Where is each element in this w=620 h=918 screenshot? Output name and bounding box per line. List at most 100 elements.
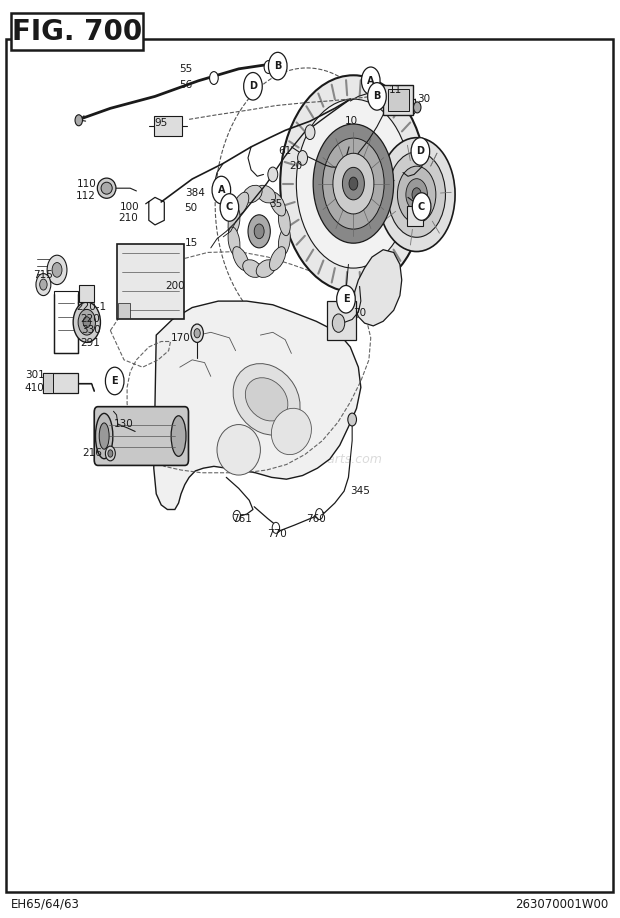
Circle shape	[254, 224, 264, 239]
Text: B: B	[373, 92, 381, 101]
Bar	[383, 85, 413, 115]
Ellipse shape	[272, 409, 311, 454]
Circle shape	[105, 367, 124, 395]
Text: D: D	[249, 82, 257, 91]
Circle shape	[78, 309, 95, 335]
Ellipse shape	[99, 423, 109, 449]
Circle shape	[47, 255, 67, 285]
Circle shape	[340, 290, 352, 307]
Text: 384: 384	[185, 188, 205, 197]
Circle shape	[75, 115, 82, 126]
Bar	[43, 373, 78, 393]
Text: 35: 35	[269, 199, 282, 208]
Circle shape	[52, 263, 62, 277]
Text: A: A	[367, 76, 374, 85]
Bar	[117, 244, 184, 319]
Text: 20: 20	[289, 162, 302, 171]
Text: ReplacementParts.com: ReplacementParts.com	[237, 453, 383, 465]
Circle shape	[397, 166, 436, 223]
Text: E: E	[112, 376, 118, 386]
Text: 291: 291	[81, 339, 100, 348]
Ellipse shape	[232, 192, 249, 216]
Circle shape	[212, 176, 231, 204]
Text: 130: 130	[113, 420, 133, 429]
Ellipse shape	[171, 416, 186, 456]
Circle shape	[36, 274, 51, 296]
Ellipse shape	[217, 424, 260, 476]
Text: EH65/64/63: EH65/64/63	[11, 898, 80, 911]
Circle shape	[313, 124, 394, 243]
Circle shape	[225, 199, 234, 212]
Text: 301: 301	[25, 371, 45, 380]
Text: 760: 760	[306, 514, 326, 523]
Text: 30: 30	[417, 95, 430, 104]
Circle shape	[272, 522, 280, 533]
Circle shape	[412, 193, 431, 220]
Ellipse shape	[228, 227, 240, 255]
Circle shape	[83, 317, 91, 328]
Text: 715: 715	[33, 271, 53, 280]
Text: 345: 345	[350, 487, 370, 496]
Circle shape	[337, 285, 355, 313]
Text: 410: 410	[25, 384, 45, 393]
Bar	[118, 303, 130, 318]
Ellipse shape	[246, 377, 288, 421]
Text: 220-1: 220-1	[76, 302, 107, 311]
Ellipse shape	[228, 207, 240, 236]
Bar	[43, 373, 53, 393]
Ellipse shape	[278, 227, 290, 255]
Ellipse shape	[95, 413, 113, 459]
Text: C: C	[226, 203, 233, 212]
Bar	[79, 285, 94, 302]
Circle shape	[388, 151, 445, 237]
Text: 56: 56	[179, 81, 192, 90]
Text: 330: 330	[81, 326, 100, 335]
Polygon shape	[154, 301, 361, 509]
Circle shape	[365, 74, 376, 91]
FancyBboxPatch shape	[407, 206, 423, 226]
Text: 216: 216	[82, 449, 102, 458]
Ellipse shape	[278, 207, 290, 236]
Ellipse shape	[101, 182, 112, 195]
FancyBboxPatch shape	[327, 301, 356, 340]
Circle shape	[414, 102, 421, 113]
Circle shape	[268, 52, 287, 80]
Circle shape	[316, 509, 323, 520]
Text: 210: 210	[118, 214, 138, 223]
Text: D: D	[417, 147, 424, 156]
Circle shape	[40, 279, 47, 290]
Ellipse shape	[270, 192, 286, 216]
Text: 55: 55	[179, 64, 192, 73]
Circle shape	[296, 99, 410, 268]
Circle shape	[378, 138, 455, 252]
Text: 761: 761	[232, 514, 252, 523]
Circle shape	[411, 138, 430, 165]
Ellipse shape	[232, 247, 249, 271]
Text: 200: 200	[165, 282, 185, 291]
Circle shape	[322, 138, 384, 230]
Bar	[154, 116, 182, 136]
Circle shape	[244, 73, 262, 100]
Circle shape	[73, 302, 100, 342]
Circle shape	[406, 179, 427, 210]
Circle shape	[194, 329, 200, 338]
Text: 10: 10	[345, 117, 358, 126]
Circle shape	[271, 63, 280, 76]
Bar	[388, 89, 409, 111]
Text: 100: 100	[120, 202, 140, 211]
Text: 170: 170	[171, 333, 191, 342]
Circle shape	[191, 324, 203, 342]
Text: 770: 770	[267, 530, 287, 539]
Text: 112: 112	[76, 192, 96, 201]
Text: 11: 11	[389, 85, 402, 95]
Text: FIG. 700: FIG. 700	[12, 17, 142, 46]
Text: 15: 15	[185, 239, 198, 248]
Ellipse shape	[243, 260, 262, 277]
Bar	[54, 291, 78, 353]
Circle shape	[349, 177, 358, 190]
Text: 61: 61	[278, 147, 291, 156]
Polygon shape	[355, 250, 402, 326]
Text: 50: 50	[184, 204, 197, 213]
Text: 263070001W00: 263070001W00	[516, 898, 609, 911]
Circle shape	[298, 151, 308, 165]
